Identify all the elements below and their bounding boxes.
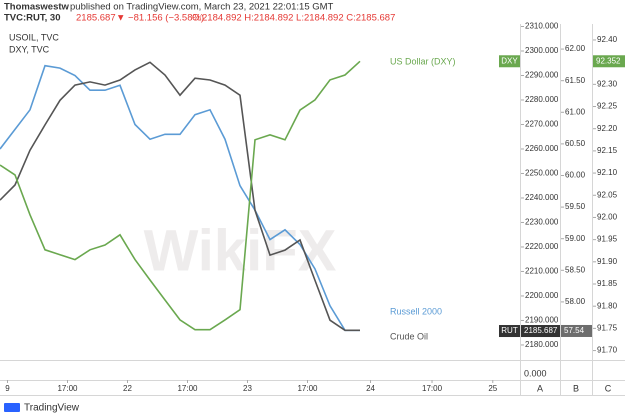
y-tick-label: 2260.000 bbox=[525, 144, 559, 153]
x-tick-label: 25 bbox=[488, 384, 497, 393]
y-tick-label: 92.15 bbox=[597, 146, 618, 155]
y-tick-label: 92.20 bbox=[597, 124, 618, 133]
y-tick-label: 2180.000 bbox=[525, 340, 559, 349]
x-tick-label: 17:00 bbox=[422, 384, 443, 393]
y-tick-label: 2210.000 bbox=[525, 267, 559, 276]
x-tick-label: 9 bbox=[5, 384, 10, 393]
y-tick-label: 91.80 bbox=[597, 301, 618, 310]
y-tick-label: 2190.000 bbox=[525, 316, 559, 325]
series-tag-bg bbox=[499, 55, 520, 68]
axis-name: B bbox=[573, 383, 579, 393]
y-tick-label: 91.75 bbox=[597, 323, 618, 332]
y-tick-label: 2230.000 bbox=[525, 218, 559, 227]
last-value-badge bbox=[593, 55, 625, 68]
x-tick-label: 23 bbox=[243, 384, 252, 393]
y-tick-label: 92.40 bbox=[597, 35, 618, 44]
y-tick-label: 2310.000 bbox=[525, 22, 559, 31]
axis-name: A bbox=[537, 383, 543, 393]
source-label: USOIL, TVC bbox=[9, 32, 59, 42]
y-tick-label: 61.00 bbox=[565, 107, 586, 116]
frame bbox=[0, 24, 625, 396]
y-tick-label: 92.05 bbox=[597, 190, 618, 199]
y-tick-label: 92.30 bbox=[597, 79, 618, 88]
x-tick-label: 17:00 bbox=[57, 384, 78, 393]
source-label: DXY, TVC bbox=[9, 44, 50, 54]
y-tick-label: 58.00 bbox=[565, 297, 586, 306]
series-label: Crude Oil bbox=[390, 331, 428, 341]
logo bbox=[4, 403, 20, 412]
change: ▼ −81.156 (−3.58%) bbox=[116, 13, 204, 24]
series-tag: RUT bbox=[501, 326, 518, 335]
series-label: US Dollar (DXY) bbox=[390, 56, 456, 66]
footer: TradingView bbox=[24, 403, 80, 414]
y-tick-label: 59.00 bbox=[565, 234, 586, 243]
x-tick-label: 22 bbox=[123, 384, 132, 393]
last-value-badge bbox=[521, 325, 560, 338]
y-tick-label: 91.70 bbox=[597, 346, 618, 355]
series-line bbox=[0, 60, 361, 331]
last-value-label: 92.352 bbox=[596, 56, 621, 65]
series-label: Russell 2000 bbox=[390, 306, 442, 316]
y-tick-label: 92.10 bbox=[597, 168, 618, 177]
x-tick-label: 17:00 bbox=[177, 384, 198, 393]
y-tick-label: 61.50 bbox=[565, 76, 586, 85]
series-tag-bg bbox=[499, 325, 520, 338]
x-tick-label: 17:00 bbox=[297, 384, 318, 393]
y-tick-label: 2300.000 bbox=[525, 46, 559, 55]
y-tick-label: 60.00 bbox=[565, 171, 586, 180]
series-line bbox=[0, 64, 360, 332]
symbol: TVC:RUT, 30 bbox=[4, 13, 60, 24]
axis-name: C bbox=[605, 383, 612, 393]
price: 2185.687 bbox=[76, 13, 116, 24]
y-tick-label: 60.50 bbox=[565, 139, 586, 148]
y-tick-label: 59.50 bbox=[565, 202, 586, 211]
lower-pane-tick: 0.000 bbox=[524, 368, 547, 378]
series-tag: DXY bbox=[501, 56, 518, 65]
watermark: WikiFX bbox=[144, 218, 337, 283]
y-tick-label: 91.90 bbox=[597, 257, 618, 266]
last-value-badge bbox=[561, 324, 592, 337]
y-tick-label: 2280.000 bbox=[525, 95, 559, 104]
ohlc: O:2184.892 H:2184.892 L:2184.892 C:2185.… bbox=[192, 13, 395, 24]
published: published on TradingView.com, March 23, … bbox=[70, 2, 334, 13]
y-tick-label: 2270.000 bbox=[525, 120, 559, 129]
y-tick-label: 2200.000 bbox=[525, 291, 559, 300]
last-value-label: 2185.687 bbox=[524, 326, 558, 335]
y-tick-label: 2240.000 bbox=[525, 193, 559, 202]
series-line bbox=[0, 61, 360, 332]
y-tick-label: 92.25 bbox=[597, 102, 618, 111]
last-value-label: 57.54 bbox=[564, 326, 585, 335]
y-tick-label: 58.50 bbox=[565, 265, 586, 274]
y-tick-label: 2220.000 bbox=[525, 242, 559, 251]
y-tick-label: 92.00 bbox=[597, 213, 618, 222]
y-tick-label: 91.85 bbox=[597, 279, 618, 288]
y-tick-label: 2290.000 bbox=[525, 71, 559, 80]
y-tick-label: 62.00 bbox=[565, 44, 586, 53]
y-tick-label: 91.95 bbox=[597, 235, 618, 244]
x-tick-label: 24 bbox=[366, 384, 375, 393]
y-tick-label: 2250.000 bbox=[525, 169, 559, 178]
author: Thomaswestw bbox=[4, 2, 70, 13]
